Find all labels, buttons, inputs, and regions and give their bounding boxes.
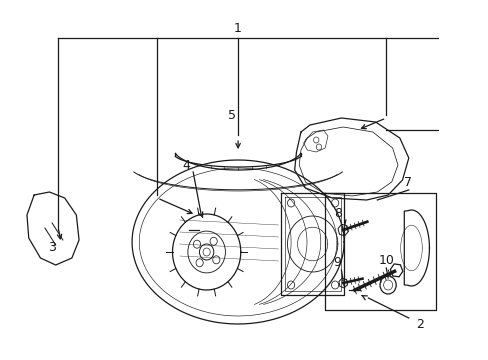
Text: 7: 7 <box>403 176 411 189</box>
Text: 1: 1 <box>234 22 242 35</box>
Text: 2: 2 <box>416 319 424 332</box>
Text: 4: 4 <box>182 158 189 171</box>
Text: 3: 3 <box>48 240 56 253</box>
Text: 10: 10 <box>378 253 393 266</box>
Text: 9: 9 <box>332 256 340 270</box>
Text: 5: 5 <box>227 108 235 122</box>
Text: 8: 8 <box>333 207 341 220</box>
